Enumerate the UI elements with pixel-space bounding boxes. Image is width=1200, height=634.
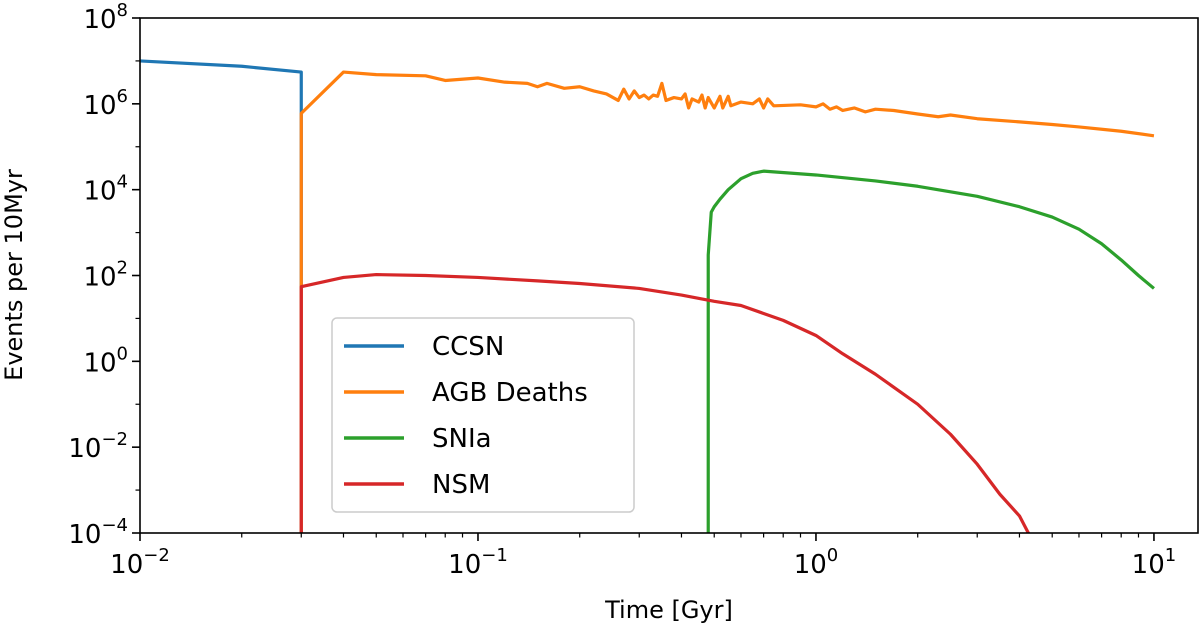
x-axis-label: Time [Gyr] (604, 596, 733, 624)
y-tick-label: 100 (83, 343, 128, 378)
series-line-snia (706, 169, 1155, 533)
legend-label: NSM (432, 470, 490, 500)
legend-label: CCSN (432, 332, 504, 362)
series-line-nsm (299, 272, 1030, 533)
y-tick-label: 108 (83, 0, 128, 35)
series-line-ccsn (140, 59, 303, 533)
legend-label: SNIa (432, 424, 492, 454)
x-tick-label: 10−1 (448, 545, 508, 580)
legend: CCSN AGB Deaths SNIa NSM (331, 317, 635, 513)
legend-box (331, 317, 635, 513)
y-tick-label: 106 (83, 86, 128, 121)
x-tick-label: 10−2 (110, 545, 170, 580)
legend-label: AGB Deaths (432, 378, 588, 408)
x-tick-label: 101 (1132, 545, 1177, 580)
y-tick-label: 102 (83, 258, 128, 293)
y-tick-label: 10−4 (68, 515, 128, 550)
x-tick-label: 100 (794, 545, 839, 580)
plot-frame (139, 17, 1199, 534)
legend-items: CCSN AGB Deaths SNIa NSM (344, 332, 588, 500)
series-layer (140, 59, 1155, 533)
y-tick-label: 104 (83, 172, 128, 207)
series-line-agb-deaths (299, 70, 1155, 533)
y-tick-label: 10−2 (68, 429, 128, 464)
y-axis-label: Events per 10Myr (0, 169, 28, 381)
